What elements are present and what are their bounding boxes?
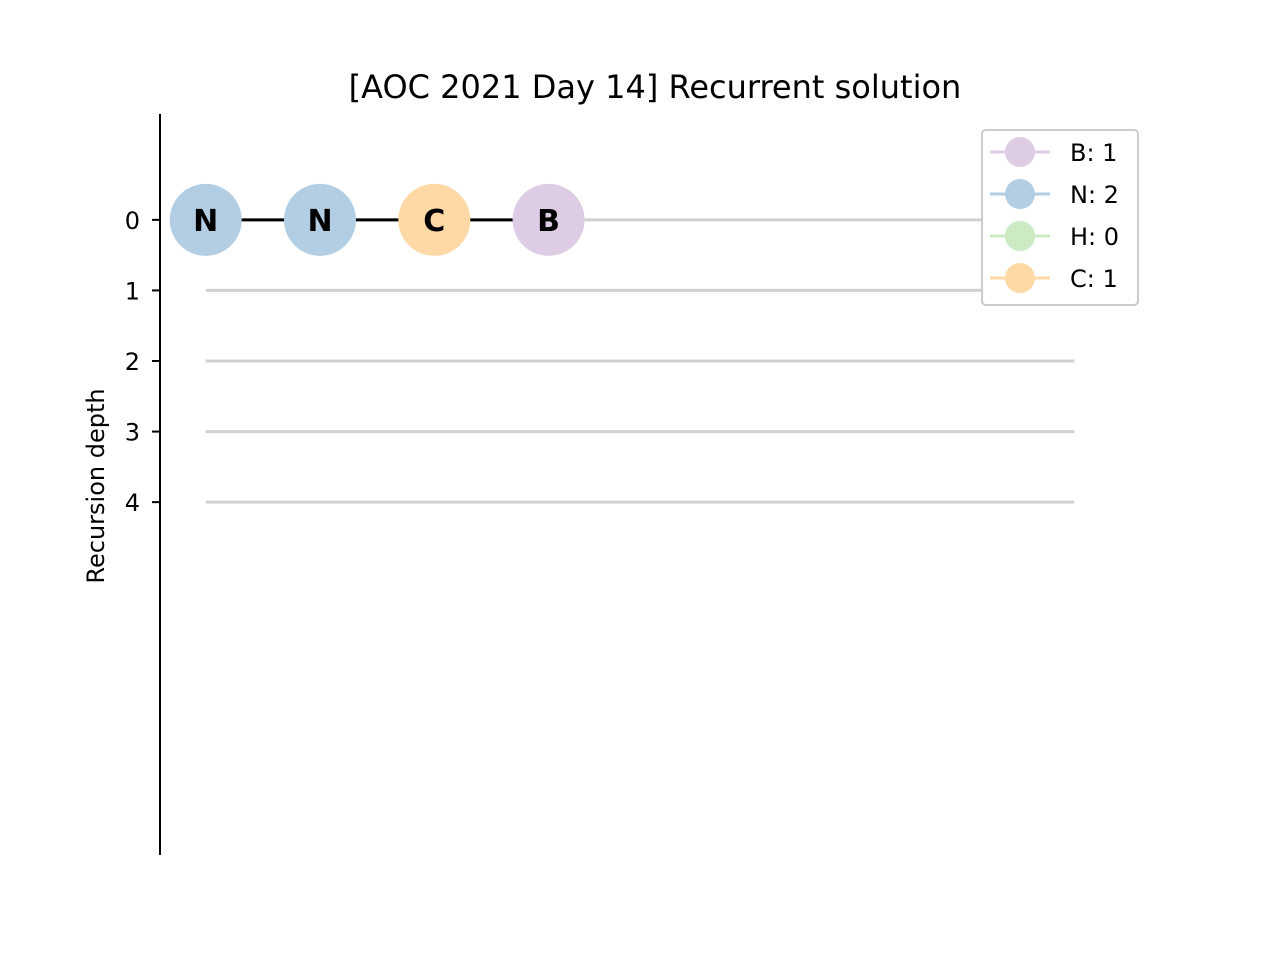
node: C <box>398 183 471 256</box>
y-tick-label: 3 <box>125 419 140 447</box>
y-tick-label: 4 <box>125 489 140 517</box>
legend-marker <box>1005 179 1035 209</box>
node-label: N <box>307 204 332 239</box>
node-circle <box>512 183 585 256</box>
node-circle <box>398 183 471 256</box>
y-tick-label: 0 <box>125 207 140 235</box>
y-tick-label: 1 <box>125 277 140 305</box>
legend-item: H: 0 <box>990 221 1119 251</box>
node: N <box>284 183 356 256</box>
node: N <box>169 183 242 256</box>
chart-title: [AOC 2021 Day 14] Recurrent solution <box>349 68 962 106</box>
y-tick-label: 2 <box>125 348 140 376</box>
y-ticks: 0 1 2 3 4 <box>125 207 160 517</box>
y-axis-label: Recursion depth <box>82 388 110 583</box>
legend: B: 1 N: 2 H: 0 C: 1 <box>981 129 1139 306</box>
legend-label: C: 1 <box>1070 265 1118 293</box>
depth-lines <box>205 218 1075 504</box>
legend-label: N: 2 <box>1070 181 1119 209</box>
node-label: N <box>193 204 218 239</box>
legend-marker <box>1005 137 1035 167</box>
node-circle <box>169 183 242 256</box>
node: B <box>512 183 585 256</box>
node-label: B <box>537 204 560 239</box>
legend-item: C: 1 <box>990 263 1118 293</box>
node-label: C <box>423 204 445 239</box>
legend-frame <box>981 129 1139 306</box>
legend-label: B: 1 <box>1070 139 1117 167</box>
node-circle <box>284 183 356 256</box>
legend-marker <box>1005 263 1035 293</box>
legend-item: N: 2 <box>990 179 1119 209</box>
legend-item: B: 1 <box>990 137 1117 167</box>
legend-label: H: 0 <box>1070 223 1119 251</box>
legend-marker <box>1005 221 1035 251</box>
